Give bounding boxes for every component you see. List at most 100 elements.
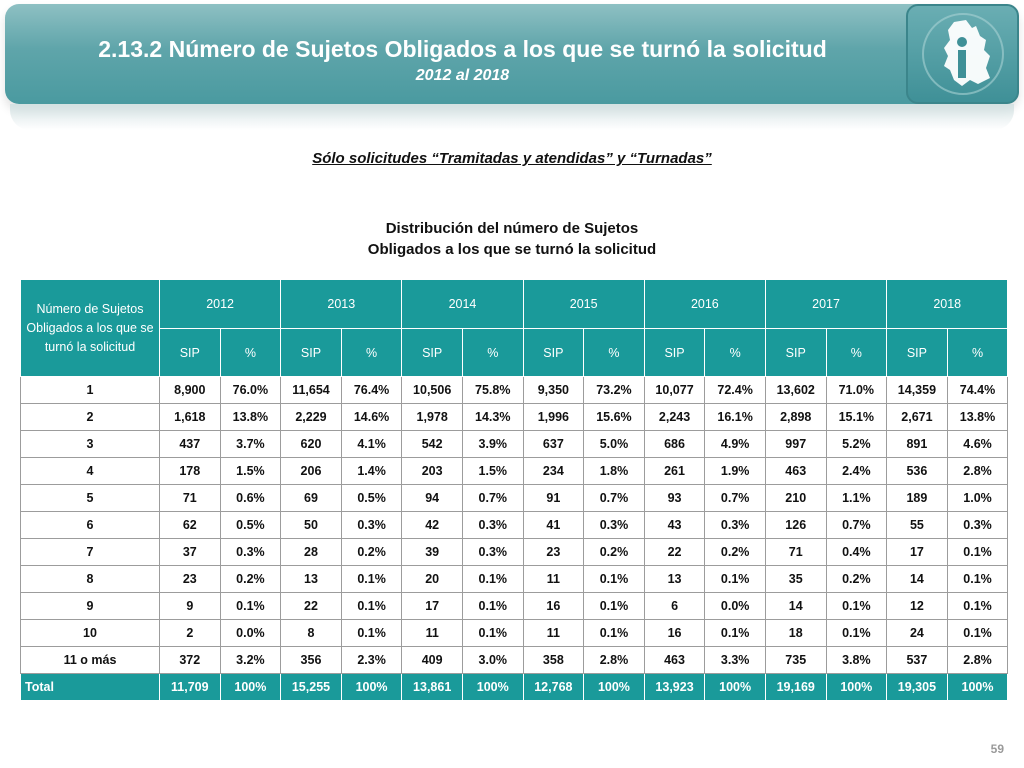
total-percent-cell: 100% [340,673,403,701]
sip-cell: 42 [401,511,463,539]
sip-cell: 8 [280,619,342,647]
cdmx-logo [906,4,1019,104]
percent-cell: 71.0% [825,376,888,404]
percent-cell: 0.1% [583,619,645,647]
sip-cell: 1,996 [522,403,585,431]
sip-cell: 22 [280,592,342,620]
row-label: 1 [20,376,160,404]
sip-cell: 9 [159,592,221,620]
sip-cell: 14 [886,565,948,593]
sip-cell: 372 [159,646,221,674]
sip-cell: 41 [522,511,585,539]
sip-cell: 13 [280,565,342,593]
sip-cell: 1,978 [401,403,463,431]
sip-cell: 16 [522,592,585,620]
percent-cell: 0.3% [583,511,645,539]
sub-header-row: SIP% SIP% SIP% SIP% SIP% SIP% SIP% [21,328,1009,377]
percent-cell: 0.3% [461,538,524,566]
percent-cell: 0.1% [461,619,524,647]
sip-cell: 14 [764,592,827,620]
sip-cell: 2 [159,619,221,647]
percent-cell: 0.7% [825,511,888,539]
percent-cell: 0.3% [219,538,282,566]
sip-cell: 203 [401,457,463,485]
percent-header: % [825,328,888,377]
year-header: 2013 [280,279,403,329]
sip-cell: 17 [886,538,948,566]
table-row: 5 71 0.6% 69 0.5% 94 0.7% 91 0.7% 93 0.7% 210 1.1% 18… [20,484,1009,512]
table-row: 10 2 0.0% 8 0.1% 11 0.1% 11 0.1% 16 0.1% 18 0.1% 24 0.… [20,619,1009,647]
table-row: 3 437 3.7% 620 4.1% 542 3.9% 637 5.0% 686 4.9% 997 5… [20,430,1009,458]
percent-cell: 0.0% [219,619,282,647]
total-percent-cell: 100% [946,673,1009,701]
sip-header: SIP [643,328,706,377]
sip-cell: 24 [886,619,948,647]
percent-cell: 0.5% [219,511,282,539]
sip-cell: 234 [522,457,585,485]
percent-cell: 0.5% [340,484,403,512]
percent-header: % [583,328,645,377]
percent-cell: 0.2% [704,538,766,566]
sip-cell: 2,898 [764,403,827,431]
total-sip-cell: 12,768 [522,673,585,701]
percent-cell: 2.8% [946,646,1009,674]
year-header: 2012 [158,279,282,329]
sip-cell: 356 [280,646,342,674]
sip-cell: 10,506 [401,376,463,404]
sip-cell: 35 [764,565,827,593]
percent-cell: 3.2% [219,646,282,674]
percent-cell: 0.7% [583,484,645,512]
row-label: 2 [20,403,160,431]
sip-cell: 126 [764,511,827,539]
percent-header: % [461,328,524,377]
row-label: 6 [20,511,160,539]
sip-cell: 37 [159,538,221,566]
year-header-row: Número de Sujetos Obligados a los que se… [20,279,1009,377]
percent-cell: 76.0% [219,376,282,404]
sip-cell: 12 [886,592,948,620]
sip-cell: 463 [764,457,827,485]
percent-cell: 0.1% [583,592,645,620]
sip-cell: 71 [764,538,827,566]
year-header: 2014 [401,279,524,329]
percent-cell: 0.1% [946,592,1009,620]
sip-cell: 55 [886,511,948,539]
table-row: 6 62 0.5% 50 0.3% 42 0.3% 41 0.3% 43 0.3% 126 0.7% 55… [20,511,1009,539]
sip-cell: 20 [401,565,463,593]
total-sip-cell: 11,709 [159,673,221,701]
percent-cell: 0.3% [704,511,766,539]
sip-cell: 463 [643,646,706,674]
row-label: 7 [20,538,160,566]
percent-cell: 0.1% [946,565,1009,593]
sip-header: SIP [401,328,463,377]
sip-cell: 18 [764,619,827,647]
sip-cell: 11 [522,619,585,647]
percent-cell: 0.1% [825,619,888,647]
year-header: 2016 [643,279,766,329]
total-sip-cell: 19,169 [764,673,827,701]
row-label: 11 o más [20,646,160,674]
percent-cell: 1.8% [583,457,645,485]
total-percent-cell: 100% [704,673,766,701]
percent-cell: 0.1% [340,619,403,647]
sip-cell: 437 [159,430,221,458]
sip-cell: 997 [764,430,827,458]
page-subtitle: 2012 al 2018 [415,67,510,84]
table-row: 9 9 0.1% 22 0.1% 17 0.1% 16 0.1% 6 0.0% 14 0.1% 12 0.1… [20,592,1009,620]
sip-header: SIP [522,328,585,377]
table-row: 2 1,618 13.8% 2,229 14.6% 1,978 14.3% 1,996 15.6… [20,403,1009,431]
sip-cell: 2,671 [886,403,948,431]
percent-cell: 0.1% [704,565,766,593]
percent-cell: 2.3% [340,646,403,674]
total-percent-cell: 100% [583,673,645,701]
row-label: 10 [20,619,160,647]
percent-cell: 73.2% [583,376,645,404]
percent-cell: 0.1% [461,592,524,620]
percent-cell: 0.4% [825,538,888,566]
sip-cell: 22 [643,538,706,566]
year-header: 2018 [886,279,1009,329]
sip-cell: 620 [280,430,342,458]
sip-header: SIP [764,328,827,377]
percent-header: % [219,328,282,377]
sip-cell: 11 [522,565,585,593]
